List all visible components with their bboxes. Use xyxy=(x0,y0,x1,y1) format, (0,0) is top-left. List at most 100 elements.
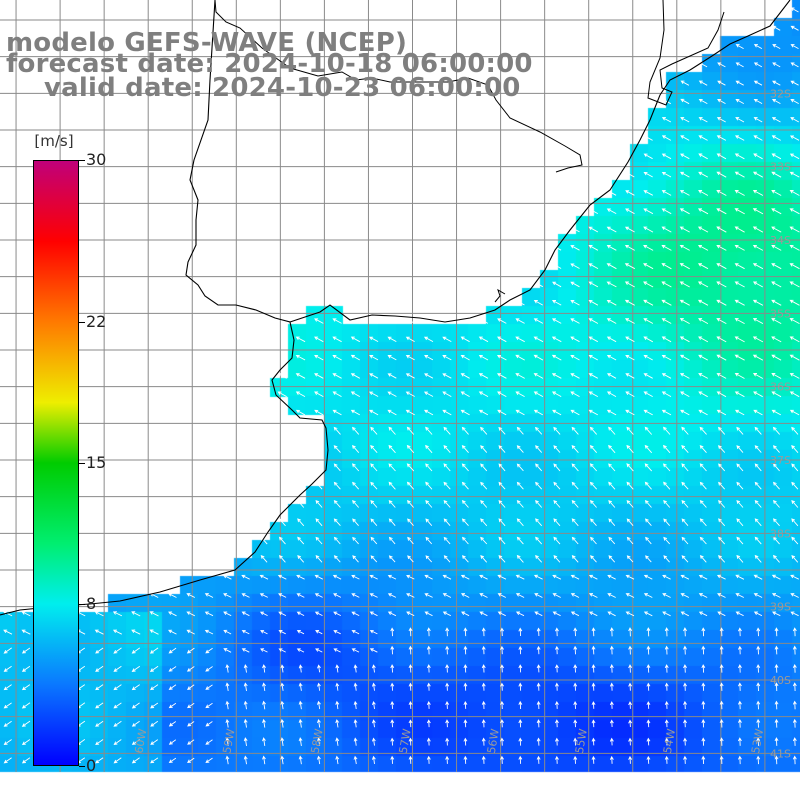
wind-arrow xyxy=(515,354,525,361)
wind-arrow xyxy=(753,80,763,86)
wind-arrow xyxy=(643,299,654,306)
wind-arrow xyxy=(754,554,762,563)
longitude-label: 58W xyxy=(309,728,326,755)
wind-arrow xyxy=(390,627,395,637)
wind-arrow xyxy=(426,627,431,637)
wind-arrow xyxy=(661,299,672,306)
wind-arrow xyxy=(260,629,268,635)
wind-arrow xyxy=(772,536,780,545)
wind-arrow xyxy=(626,555,634,563)
wind-arrow xyxy=(789,299,800,306)
wind-arrow xyxy=(353,737,358,746)
wind-arrow xyxy=(681,445,689,454)
wind-arrow xyxy=(608,499,616,508)
wind-arrow xyxy=(369,593,378,598)
wind-arrow xyxy=(333,611,342,617)
wind-arrow xyxy=(737,664,742,673)
wind-arrow xyxy=(646,737,651,746)
wind-arrow xyxy=(424,574,433,580)
wind-arrow xyxy=(278,593,287,598)
wind-arrow xyxy=(701,755,706,765)
wind-arrow xyxy=(719,755,724,765)
wind-arrow xyxy=(680,80,690,86)
wind-arrow xyxy=(771,98,781,104)
wind-arrow xyxy=(697,263,709,270)
longitude-label: 54W xyxy=(661,728,678,755)
wind-arrow xyxy=(425,518,433,526)
wind-arrow xyxy=(625,574,635,580)
wind-arrow xyxy=(789,391,800,398)
wind-arrow xyxy=(423,391,434,397)
wind-arrow xyxy=(718,499,726,508)
wind-arrow xyxy=(536,719,541,728)
wind-arrow xyxy=(241,629,250,635)
wind-arrow xyxy=(737,645,742,655)
wind-arrow xyxy=(792,718,797,728)
wind-arrow xyxy=(498,463,506,472)
wind-arrow xyxy=(609,737,614,746)
wind-arrow xyxy=(791,444,799,453)
wind-arrow xyxy=(390,645,395,655)
wind-arrow xyxy=(552,593,561,598)
wind-arrow xyxy=(335,737,340,746)
wind-arrow xyxy=(407,536,414,545)
wind-arrow xyxy=(277,574,287,580)
wind-arrow xyxy=(408,664,413,673)
wind-arrow xyxy=(478,318,489,324)
wind-arrow xyxy=(388,536,396,545)
wind-arrow xyxy=(588,299,599,306)
wind-arrow xyxy=(570,574,580,580)
wind-arrow xyxy=(792,682,797,692)
wind-arrow xyxy=(277,391,287,397)
wind-arrow xyxy=(573,664,578,673)
wind-arrow xyxy=(606,336,617,343)
wind-arrow xyxy=(187,721,195,727)
wind-arrow xyxy=(351,574,360,580)
wind-arrow xyxy=(481,755,486,764)
wind-arrow xyxy=(754,499,762,508)
wind-arrow xyxy=(445,719,450,728)
wind-arrow xyxy=(461,518,469,527)
wind-arrow xyxy=(370,499,378,508)
wind-arrow xyxy=(698,117,708,123)
wind-arrow xyxy=(461,463,469,472)
wind-arrow xyxy=(790,7,799,13)
wind-arrow xyxy=(626,499,634,508)
wind-arrow xyxy=(606,299,617,306)
wind-arrow xyxy=(500,627,504,637)
wind-arrow xyxy=(21,757,31,764)
wind-arrow xyxy=(445,645,450,655)
wind-arrow xyxy=(679,299,690,306)
wind-arrow xyxy=(480,518,488,527)
wind-arrow xyxy=(609,682,614,691)
wind-arrow xyxy=(536,645,541,655)
wind-arrow xyxy=(737,627,742,637)
wind-arrow xyxy=(186,593,196,598)
wind-arrow xyxy=(516,426,524,435)
wind-arrow xyxy=(21,629,31,635)
wind-arrow xyxy=(424,611,433,617)
wind-arrow xyxy=(535,481,543,490)
wind-arrow xyxy=(445,755,450,764)
wind-arrow xyxy=(369,355,379,361)
wind-arrow xyxy=(753,409,763,416)
wind-arrow xyxy=(626,536,634,545)
wind-arrow xyxy=(662,463,671,472)
wind-arrow xyxy=(607,574,616,580)
wind-arrow xyxy=(241,574,250,580)
wind-arrow xyxy=(790,593,799,598)
wind-arrow xyxy=(698,593,708,598)
wind-arrow xyxy=(626,481,634,490)
wind-arrow xyxy=(791,426,799,435)
wind-arrow xyxy=(149,665,159,672)
wind-arrow xyxy=(262,664,266,673)
wind-arrow xyxy=(734,336,745,343)
wind-arrow xyxy=(297,554,305,563)
wind-arrow xyxy=(314,611,323,617)
longitude-label: 57W xyxy=(397,728,414,755)
wind-arrow xyxy=(243,664,248,673)
wind-arrow xyxy=(771,208,782,215)
wind-arrow xyxy=(314,409,324,416)
wind-arrow xyxy=(535,536,543,545)
wind-arrow xyxy=(717,593,726,598)
